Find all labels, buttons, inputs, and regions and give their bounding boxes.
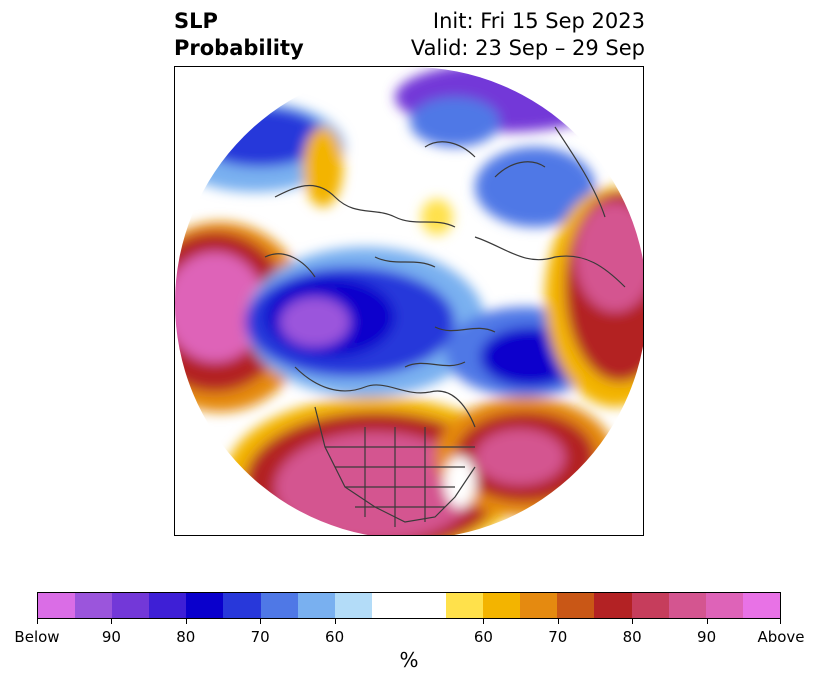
- colorbar-swatch: [112, 593, 150, 618]
- colorbar-tick-label: 60: [325, 628, 345, 646]
- valid-range: Valid: 23 Sep – 29 Sep: [410, 36, 645, 60]
- map-frame: [174, 66, 644, 536]
- colorbar-swatch: [186, 593, 224, 618]
- init-date: Init: Fri 15 Sep 2023: [432, 9, 645, 33]
- colorbar-tick: [557, 619, 559, 624]
- colorbar-tick: [706, 619, 708, 624]
- colorbar-unit: %: [399, 648, 419, 672]
- colorbar-tick: [111, 619, 113, 624]
- colorbar-tick-label: Above: [757, 628, 805, 646]
- colorbar-tick-label: Below: [14, 628, 60, 646]
- colorbar-tick-label: 70: [548, 628, 568, 646]
- colorbar-tick: [334, 619, 336, 624]
- probability-field: [175, 67, 643, 535]
- colorbar-swatch: [223, 593, 261, 618]
- colorbar-swatch: [149, 593, 187, 618]
- colorbar-swatch: [631, 593, 669, 618]
- colorbar-swatch: [705, 593, 743, 618]
- colorbar-ticks: [37, 619, 781, 629]
- colorbar-tick: [632, 619, 634, 624]
- colorbar-swatch: [742, 593, 780, 618]
- colorbar-tick-label: 90: [697, 628, 717, 646]
- colorbar-tick: [185, 619, 187, 624]
- colorbar-swatch: [408, 593, 447, 618]
- colorbar-swatch: [446, 593, 484, 618]
- colorbar-tick: [260, 619, 262, 624]
- colorbar-swatch: [557, 593, 595, 618]
- coastlines: [264, 106, 636, 527]
- colorbar-swatch: [260, 593, 298, 618]
- colorbar-tick: [483, 619, 485, 624]
- colorbar-tick-label: 80: [176, 628, 196, 646]
- title-right: Init: Fri 15 Sep 2023 Valid: 23 Sep – 29…: [411, 8, 645, 62]
- polar-map: [175, 67, 643, 535]
- colorbar-swatch: [668, 593, 706, 618]
- colorbar-tick-label: 60: [473, 628, 493, 646]
- colorbar-swatch: [297, 593, 335, 618]
- colorbar-tick-label: 90: [101, 628, 121, 646]
- colorbar-tick-label: 80: [622, 628, 642, 646]
- colorbar-swatch: [334, 593, 372, 618]
- colorbar-swatch: [38, 593, 76, 618]
- colorbar-tick-label: 70: [250, 628, 270, 646]
- colorbar-swatch: [483, 593, 521, 618]
- colorbar-tick: [37, 619, 38, 624]
- colorbar-tick: [780, 619, 781, 624]
- colorbar-swatch: [520, 593, 558, 618]
- colorbar: [37, 592, 781, 619]
- colorbar-swatch: [371, 593, 409, 618]
- colorbar-swatch: [594, 593, 632, 618]
- colorbar-swatch: [75, 593, 113, 618]
- title-slp: SLP: [174, 9, 218, 33]
- title-probability: Probability: [174, 36, 304, 60]
- title-left: SLP Probability: [174, 8, 304, 62]
